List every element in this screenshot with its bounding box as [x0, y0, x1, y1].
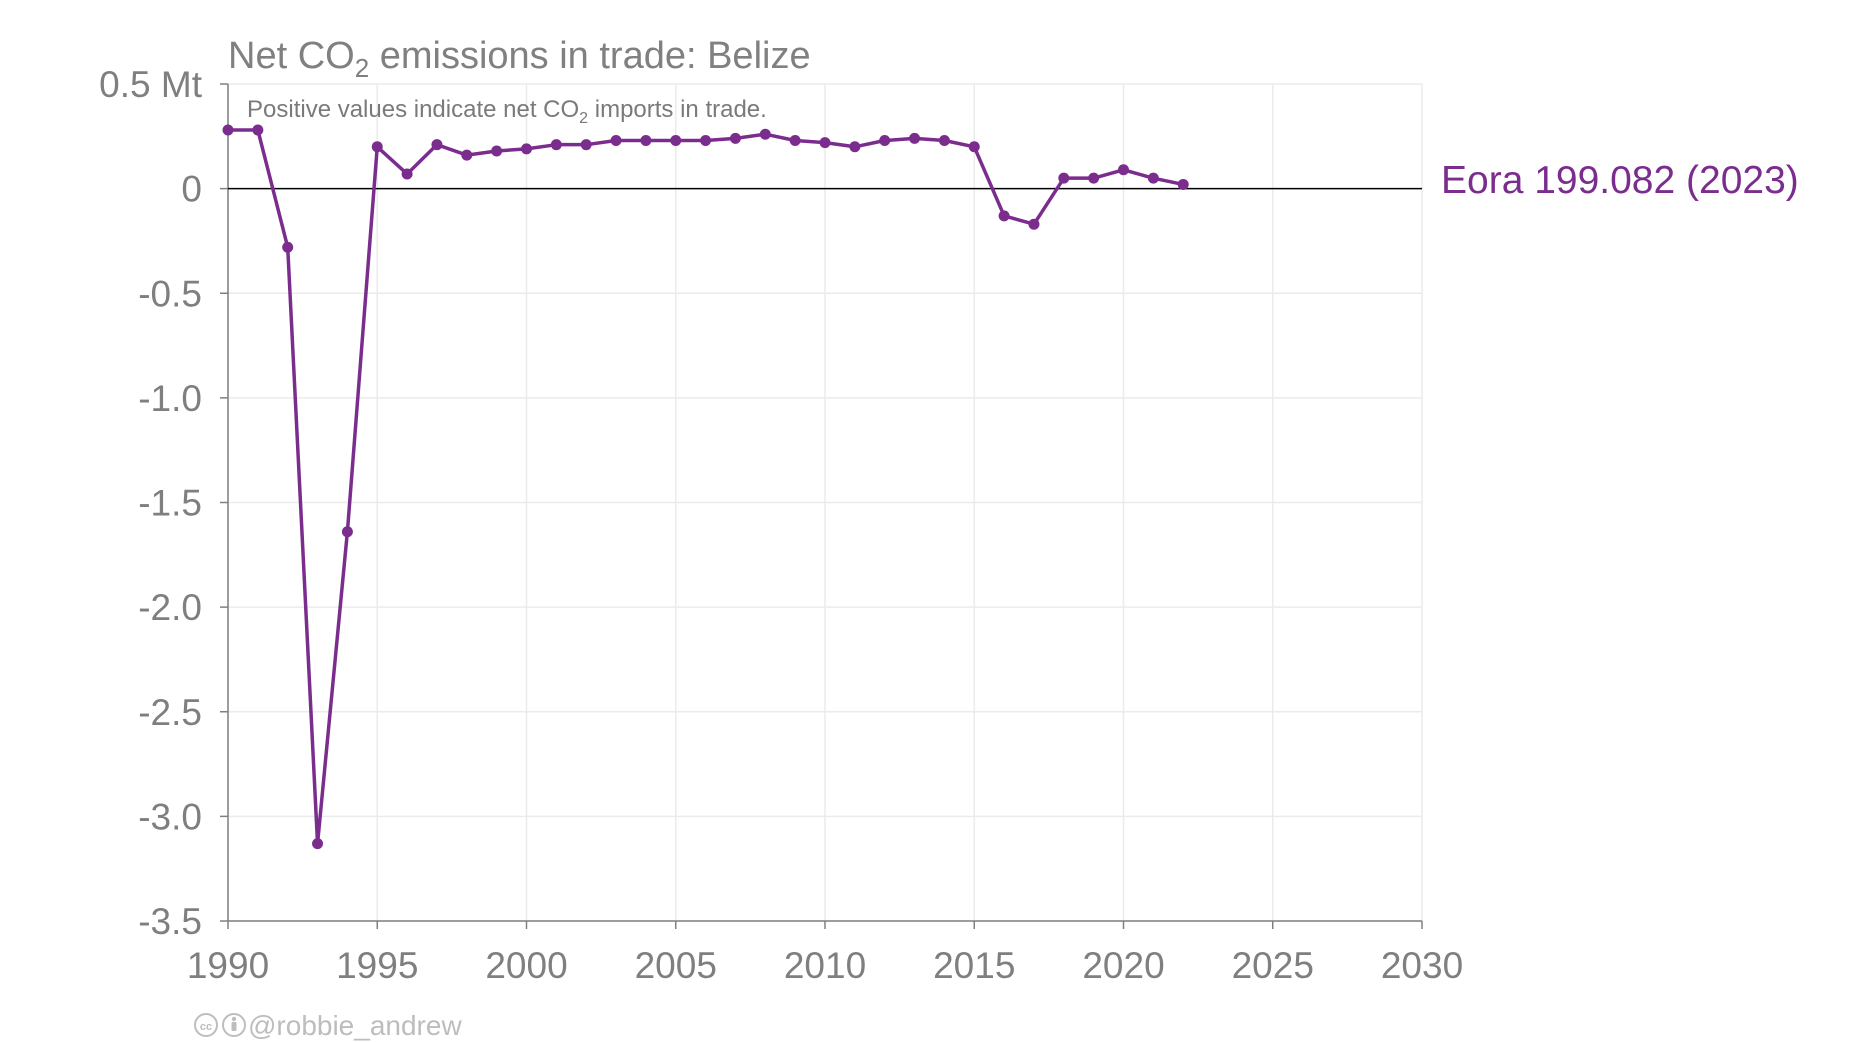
data-point-1998	[461, 149, 473, 161]
y-axis-ticks: 0.5 Mt 0 -0.5 -1.0 -1.5 -2.0 -2.5 -3.0 -3.5	[99, 64, 228, 942]
y-tick-label-3: -1.0	[138, 378, 202, 419]
data-point-2020	[1118, 164, 1129, 176]
y-tick-label-8: -3.5	[138, 901, 202, 942]
data-point-1994	[341, 526, 353, 538]
data-point-2021	[1147, 172, 1159, 184]
attribution-icon	[222, 1013, 246, 1037]
y-tick-label-4: -1.5	[138, 483, 202, 524]
data-point-2016	[998, 210, 1010, 222]
series-layer	[222, 124, 1189, 850]
data-point-1992	[282, 241, 294, 253]
data-point-1993	[312, 838, 324, 850]
data-point-2010	[819, 137, 831, 149]
x-tick-label-2015: 2015	[933, 945, 1015, 986]
data-point-2022	[1177, 178, 1189, 190]
data-point-2000	[521, 143, 532, 155]
x-tick-label-2030: 2030	[1381, 945, 1463, 986]
data-point-2015	[968, 141, 980, 153]
data-point-2009	[789, 134, 801, 146]
data-point-1990	[222, 124, 234, 136]
x-axis-ticks: 1990 1995 2000 2005 2010 2015 2020 2025 2030	[187, 921, 1463, 986]
credit-handle: @robbie_andrew	[248, 1010, 462, 1041]
data-point-1995	[371, 141, 383, 153]
data-point-2013	[909, 132, 921, 144]
data-point-2004	[640, 134, 652, 146]
y-tick-label-5: -2.0	[138, 587, 202, 628]
x-tick-label-2005: 2005	[635, 945, 717, 986]
y-tick-label-0: 0.5 Mt	[99, 64, 203, 105]
data-point-1999	[491, 145, 503, 157]
data-point-2014	[938, 134, 950, 146]
chart-title: Net CO2 emissions in trade: Belize	[228, 35, 811, 83]
x-tick-label-2010: 2010	[784, 945, 866, 986]
x-tick-label-1995: 1995	[336, 945, 418, 986]
data-point-2003	[610, 134, 622, 146]
x-tick-label-2000: 2000	[485, 945, 567, 986]
data-point-2002	[580, 139, 592, 151]
data-point-2008	[759, 128, 771, 140]
data-point-2001	[550, 139, 562, 151]
series-label: Eora 199.082 (2023)	[1441, 159, 1799, 202]
credit: cc @robbie_andrew	[194, 1010, 462, 1041]
data-point-2017	[1028, 218, 1040, 230]
x-tick-label-1990: 1990	[187, 945, 269, 986]
y-tick-label-2: -0.5	[138, 273, 202, 314]
data-point-2019	[1088, 172, 1100, 184]
data-point-2006	[700, 134, 712, 146]
data-point-2005	[670, 134, 682, 146]
x-tick-label-2025: 2025	[1232, 945, 1314, 986]
y-tick-label-7: -3.0	[138, 796, 202, 837]
data-point-1997	[431, 139, 443, 151]
data-point-2007	[729, 132, 741, 144]
data-point-2011	[849, 141, 861, 153]
svg-text:cc: cc	[200, 1021, 212, 1033]
data-point-1991	[252, 124, 264, 136]
y-tick-label-1: 0	[181, 169, 202, 210]
data-point-2012	[879, 134, 891, 146]
y-tick-label-6: -2.5	[138, 692, 202, 733]
data-point-1996	[401, 168, 413, 180]
series-line-0	[228, 128, 1184, 846]
x-tick-label-2020: 2020	[1082, 945, 1164, 986]
data-point-2018	[1058, 172, 1070, 184]
cc-icon: cc	[194, 1013, 218, 1037]
chart-subtitle: Positive values indicate net CO2 imports…	[247, 96, 767, 127]
grid-lines	[227, 83, 1423, 922]
